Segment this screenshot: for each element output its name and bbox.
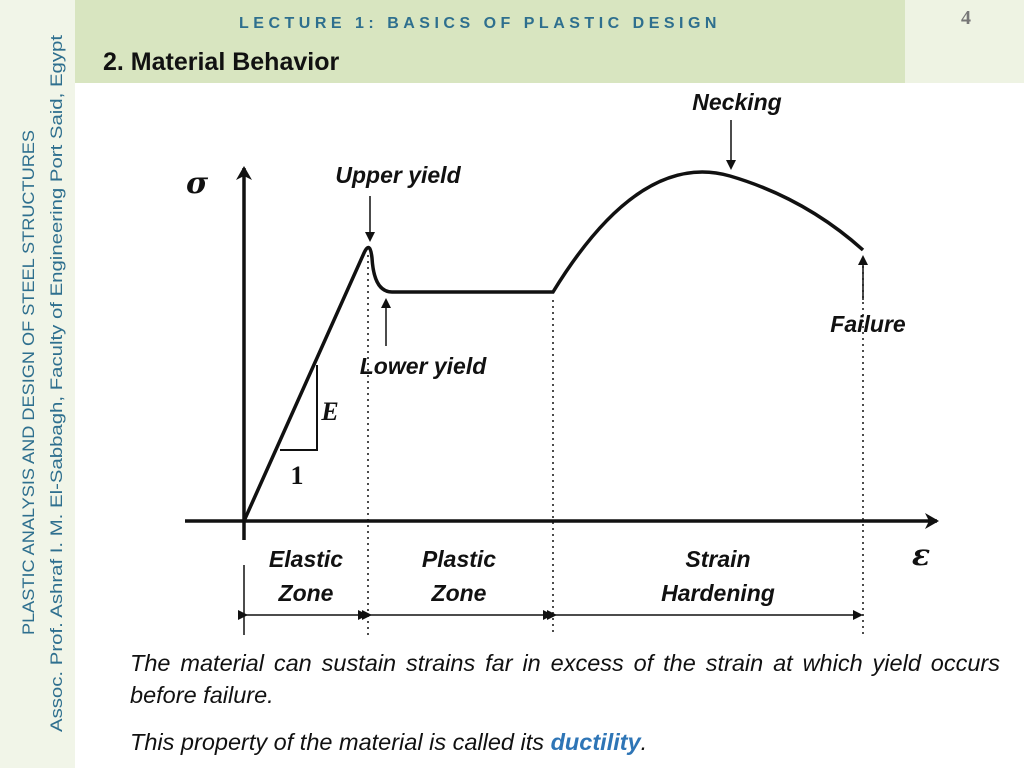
paragraph: This property of the material is called … (130, 726, 1000, 758)
header-band (75, 0, 905, 83)
zone-label: Zone (431, 580, 487, 606)
zone-label: Plastic (422, 546, 496, 572)
paragraph: The material can sustain strains far in … (130, 650, 1000, 708)
annotation: Lower yield (360, 353, 487, 379)
zone-dividers (367, 255, 864, 635)
zone-label: Zone (278, 580, 334, 606)
zone-label: Elastic (269, 546, 343, 572)
modulus-label: E (320, 397, 338, 426)
page-number: 4 (961, 7, 971, 29)
slope-run-label: 1 (291, 461, 304, 490)
slope-triangle (280, 365, 318, 451)
strain-symbol: ε (912, 538, 930, 573)
zone-label: Strain (685, 546, 750, 572)
text: This property of the material is called … (130, 729, 551, 755)
zone-label: Hardening (661, 580, 775, 606)
header-corner (905, 0, 1024, 83)
text: . (640, 729, 648, 755)
sidebar (0, 0, 75, 768)
stress-symbol: σ (186, 166, 209, 201)
sidebar-author: Assoc. Prof. Ashraf I. M. El-Sabbagh, Fa… (48, 34, 66, 732)
keyword: ductility (550, 729, 641, 755)
lecture-title: LECTURE 1: BASICS OF PLASTIC DESIGN (239, 15, 721, 32)
annotation: Upper yield (335, 162, 461, 188)
sidebar-course: PLASTIC ANALYSIS AND DESIGN OF STEEL STR… (20, 130, 38, 635)
stress-strain-curve (242, 170, 865, 522)
annotation: Failure (830, 311, 906, 337)
diagram (185, 120, 939, 635)
annotation: Necking (692, 89, 781, 115)
pointer-arrows (365, 120, 868, 346)
section-title: 2. Material Behavior (103, 48, 339, 76)
